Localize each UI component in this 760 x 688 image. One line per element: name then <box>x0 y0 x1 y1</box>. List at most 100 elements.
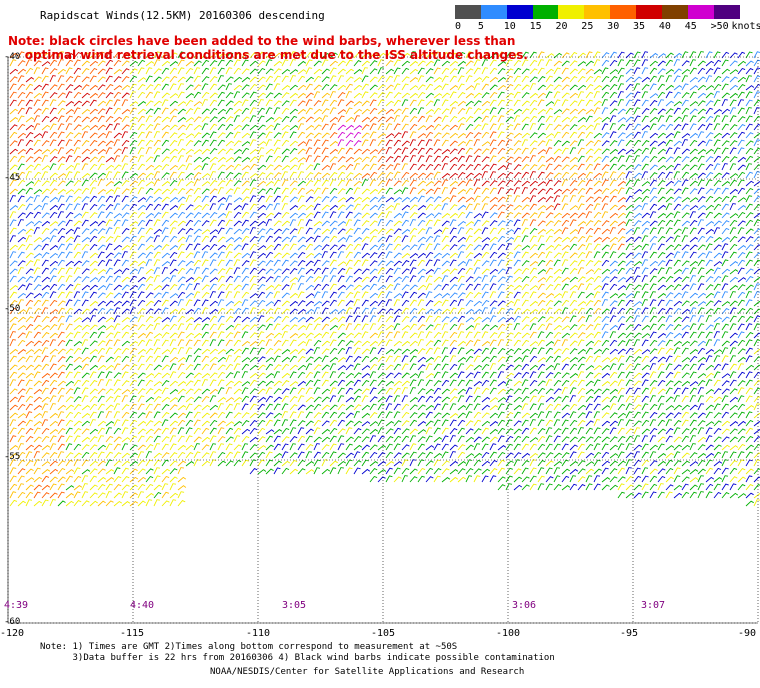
wind-barb <box>65 203 73 211</box>
wind-barb <box>417 139 425 147</box>
wind-barb <box>601 59 610 67</box>
wind-barb <box>337 147 345 155</box>
wind-barb <box>361 164 370 171</box>
wind-barb <box>129 379 138 387</box>
wind-barb <box>249 300 258 307</box>
wind-barb <box>601 405 611 411</box>
wind-barb <box>177 83 185 91</box>
wind-barb <box>281 116 290 123</box>
wind-barb <box>369 300 378 307</box>
wind-barb <box>505 460 514 467</box>
wind-barb <box>425 269 435 275</box>
wind-barb <box>89 108 98 115</box>
wind-barb <box>57 75 65 83</box>
wind-barb <box>185 411 193 419</box>
wind-barb <box>217 451 226 459</box>
wind-barb <box>489 436 498 443</box>
wind-barb <box>665 315 673 323</box>
wind-barb <box>217 148 226 155</box>
wind-barb <box>377 285 387 291</box>
wind-barb <box>49 51 57 59</box>
wind-barb <box>337 443 345 451</box>
wind-barb <box>673 203 682 211</box>
wind-barb <box>161 387 169 395</box>
wind-barb <box>673 340 683 347</box>
wind-barb <box>25 212 34 219</box>
wind-barb <box>137 267 144 275</box>
wind-barb <box>745 107 752 115</box>
wind-barb <box>81 228 90 235</box>
wind-barb <box>185 180 195 187</box>
wind-barb <box>465 172 474 179</box>
wind-barb <box>241 340 251 347</box>
wind-barb <box>617 197 627 203</box>
wind-barb <box>97 325 107 331</box>
wind-barb <box>529 76 538 83</box>
wind-barb <box>65 315 73 323</box>
wind-barb <box>529 437 539 443</box>
wind-barb <box>497 115 505 123</box>
wind-barb <box>177 243 185 251</box>
wind-barb <box>169 245 179 251</box>
wind-barb <box>729 251 737 259</box>
wind-barb <box>689 469 699 475</box>
wind-barb <box>249 347 257 355</box>
wind-barb <box>345 59 353 67</box>
wind-barb <box>569 156 579 163</box>
wind-barb <box>673 101 683 107</box>
wind-barb <box>73 188 82 195</box>
wind-barb <box>185 427 193 435</box>
wind-barb <box>233 244 242 251</box>
wind-barb <box>337 323 346 331</box>
wind-barb <box>729 227 737 235</box>
wind-barb <box>385 91 393 99</box>
wind-barb <box>481 275 488 283</box>
wind-barb <box>425 300 434 307</box>
wind-barb <box>97 220 106 227</box>
wind-barb <box>681 411 689 419</box>
wind-barb <box>697 340 706 347</box>
wind-barb <box>657 165 667 171</box>
wind-barb <box>649 195 658 203</box>
wind-barb <box>33 60 42 67</box>
wind-barb <box>665 452 674 459</box>
wind-barb <box>105 75 113 83</box>
wind-barb <box>17 219 24 227</box>
wind-barb <box>153 459 162 467</box>
wind-barb <box>545 220 554 227</box>
wind-barb <box>225 92 234 99</box>
wind-barb <box>441 412 450 419</box>
wind-barb <box>577 420 586 427</box>
wind-barb <box>73 163 80 171</box>
wind-barb <box>457 419 466 427</box>
wind-barb <box>97 427 105 435</box>
wind-barb <box>73 147 81 155</box>
wind-barb <box>113 187 121 195</box>
wind-barb <box>49 299 58 307</box>
wind-barb <box>129 355 137 363</box>
wind-barb <box>625 204 635 211</box>
wind-barb <box>409 253 419 259</box>
wind-barb <box>545 172 554 179</box>
wind-barb <box>409 259 417 267</box>
wind-barb <box>289 364 298 371</box>
wind-barb <box>17 325 27 331</box>
wind-barb <box>129 452 138 459</box>
wind-barb <box>241 371 248 379</box>
wind-barb <box>609 204 618 211</box>
wind-barb <box>97 179 104 187</box>
wind-barb <box>409 148 418 155</box>
wind-barb <box>57 203 65 211</box>
wind-barb <box>369 204 379 211</box>
wind-barb <box>409 373 419 379</box>
wind-barb <box>673 300 683 307</box>
wind-barb <box>649 380 658 387</box>
wind-barb <box>753 323 760 331</box>
wind-barb <box>273 107 281 115</box>
wind-barb <box>345 427 353 435</box>
wind-barb <box>545 427 553 435</box>
wind-barb <box>609 283 618 291</box>
wind-barb <box>129 180 138 187</box>
wind-barb <box>705 148 715 155</box>
wind-barb <box>697 116 706 123</box>
